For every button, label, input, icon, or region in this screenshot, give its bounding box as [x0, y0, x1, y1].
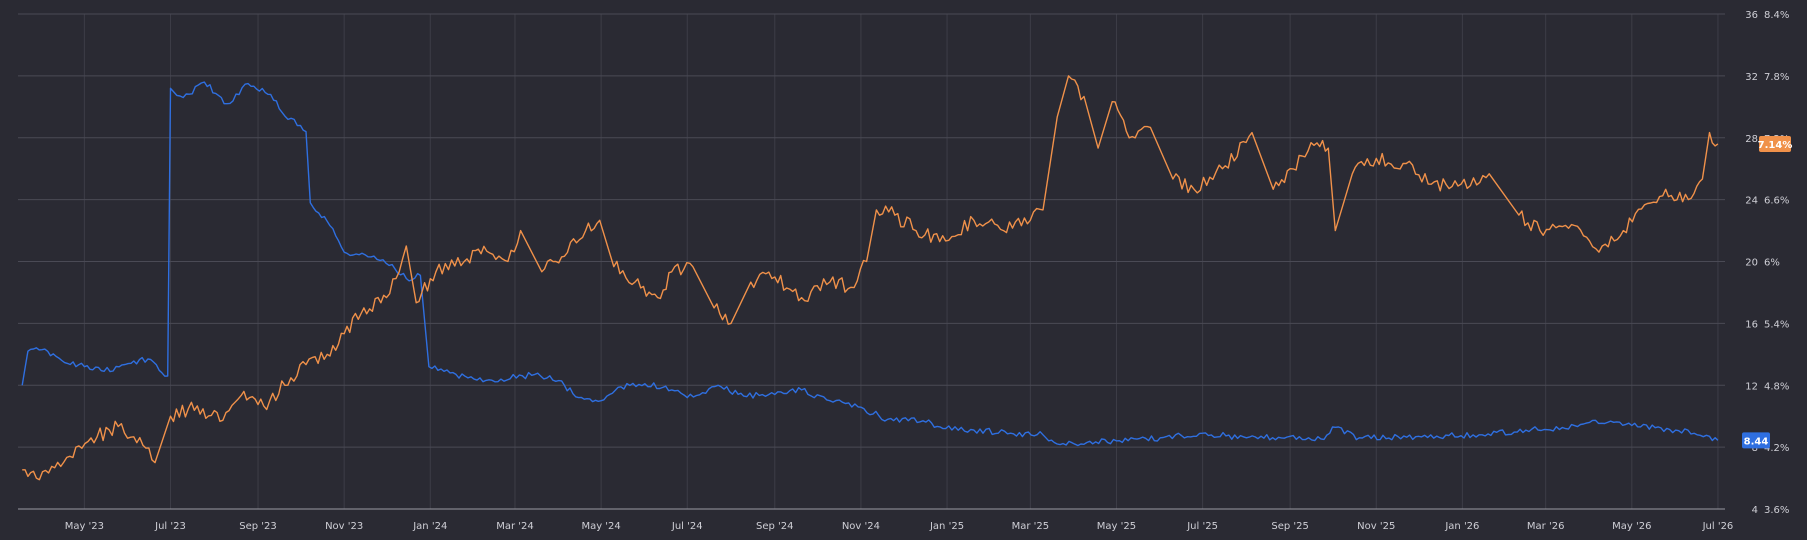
x-tick-label: Nov '23 — [325, 521, 363, 532]
x-tick-label: May '25 — [1097, 521, 1136, 532]
y-left-tick-label: 20 — [1745, 258, 1758, 269]
y-left-tick-label: 32 — [1745, 72, 1758, 83]
x-tick-label: Jul '25 — [1186, 521, 1218, 532]
x-tick-label: Nov '25 — [1357, 521, 1395, 532]
x-tick-label: Sep '23 — [239, 521, 277, 532]
x-axis-ticks: May '23 Jul '23 Sep '23 Nov '23 Jan '24 Mar '… — [65, 521, 1734, 532]
y-right-tick-label: 4.2% — [1764, 443, 1789, 454]
y-right-tick-label: 5.4% — [1764, 319, 1789, 330]
x-tick-label: Mar '25 — [1012, 521, 1050, 532]
y-right-tick-label: 8.4% — [1764, 10, 1789, 21]
y-left-tick-label: 12 — [1745, 381, 1758, 392]
y-left-tick-label: 16 — [1745, 319, 1758, 330]
x-tick-label: Mar '26 — [1527, 521, 1565, 532]
series-line-0 — [21, 81, 1719, 447]
x-tick-label: Jul '24 — [671, 521, 703, 532]
last-value-badges: 8.44 7.14% — [1742, 135, 1793, 449]
series-layer — [21, 75, 1719, 481]
x-tick-label: Mar '24 — [496, 521, 534, 532]
x-tick-label: Jan '24 — [412, 521, 447, 532]
y-left-tick-label: 36 — [1745, 10, 1758, 21]
x-tick-label: Jul '26 — [1702, 521, 1734, 532]
x-tick-label: Jan '25 — [929, 521, 964, 532]
x-tick-label: May '23 — [65, 521, 104, 532]
y-left-axis-ticks: 4 8 12 16 20 24 28 32 36 — [1745, 10, 1758, 516]
y-right-tick-label: 7.8% — [1764, 72, 1789, 83]
horizontal-grid — [18, 13, 1725, 510]
x-tick-label: Nov '24 — [842, 521, 880, 532]
x-tick-label: May '26 — [1612, 521, 1651, 532]
series-line-1 — [22, 75, 1719, 481]
y-left-tick-label: 4 — [1752, 505, 1758, 516]
x-tick-label: May '24 — [581, 521, 620, 532]
last-value-label-1: 7.14% — [1758, 140, 1793, 151]
last-value-badge-0 — [1742, 432, 1770, 449]
y-right-tick-label: 6% — [1764, 258, 1780, 269]
x-tick-label: Jan '26 — [1444, 521, 1479, 532]
last-value-label-0: 8.44 — [1744, 436, 1769, 447]
y-right-tick-label: 3.6% — [1764, 505, 1789, 516]
x-tick-label: Jul '23 — [154, 521, 186, 532]
y-right-tick-label: 4.8% — [1764, 381, 1789, 392]
last-value-badge-1 — [1759, 135, 1791, 152]
y-left-tick-label: 8 — [1752, 443, 1758, 454]
y-left-tick-label: 28 — [1745, 134, 1758, 145]
y-right-tick-label: 6.6% — [1764, 196, 1789, 207]
x-tick-label: Sep '25 — [1271, 521, 1309, 532]
x-tick-label: Sep '24 — [756, 521, 794, 532]
y-left-tick-label: 24 — [1745, 196, 1758, 207]
